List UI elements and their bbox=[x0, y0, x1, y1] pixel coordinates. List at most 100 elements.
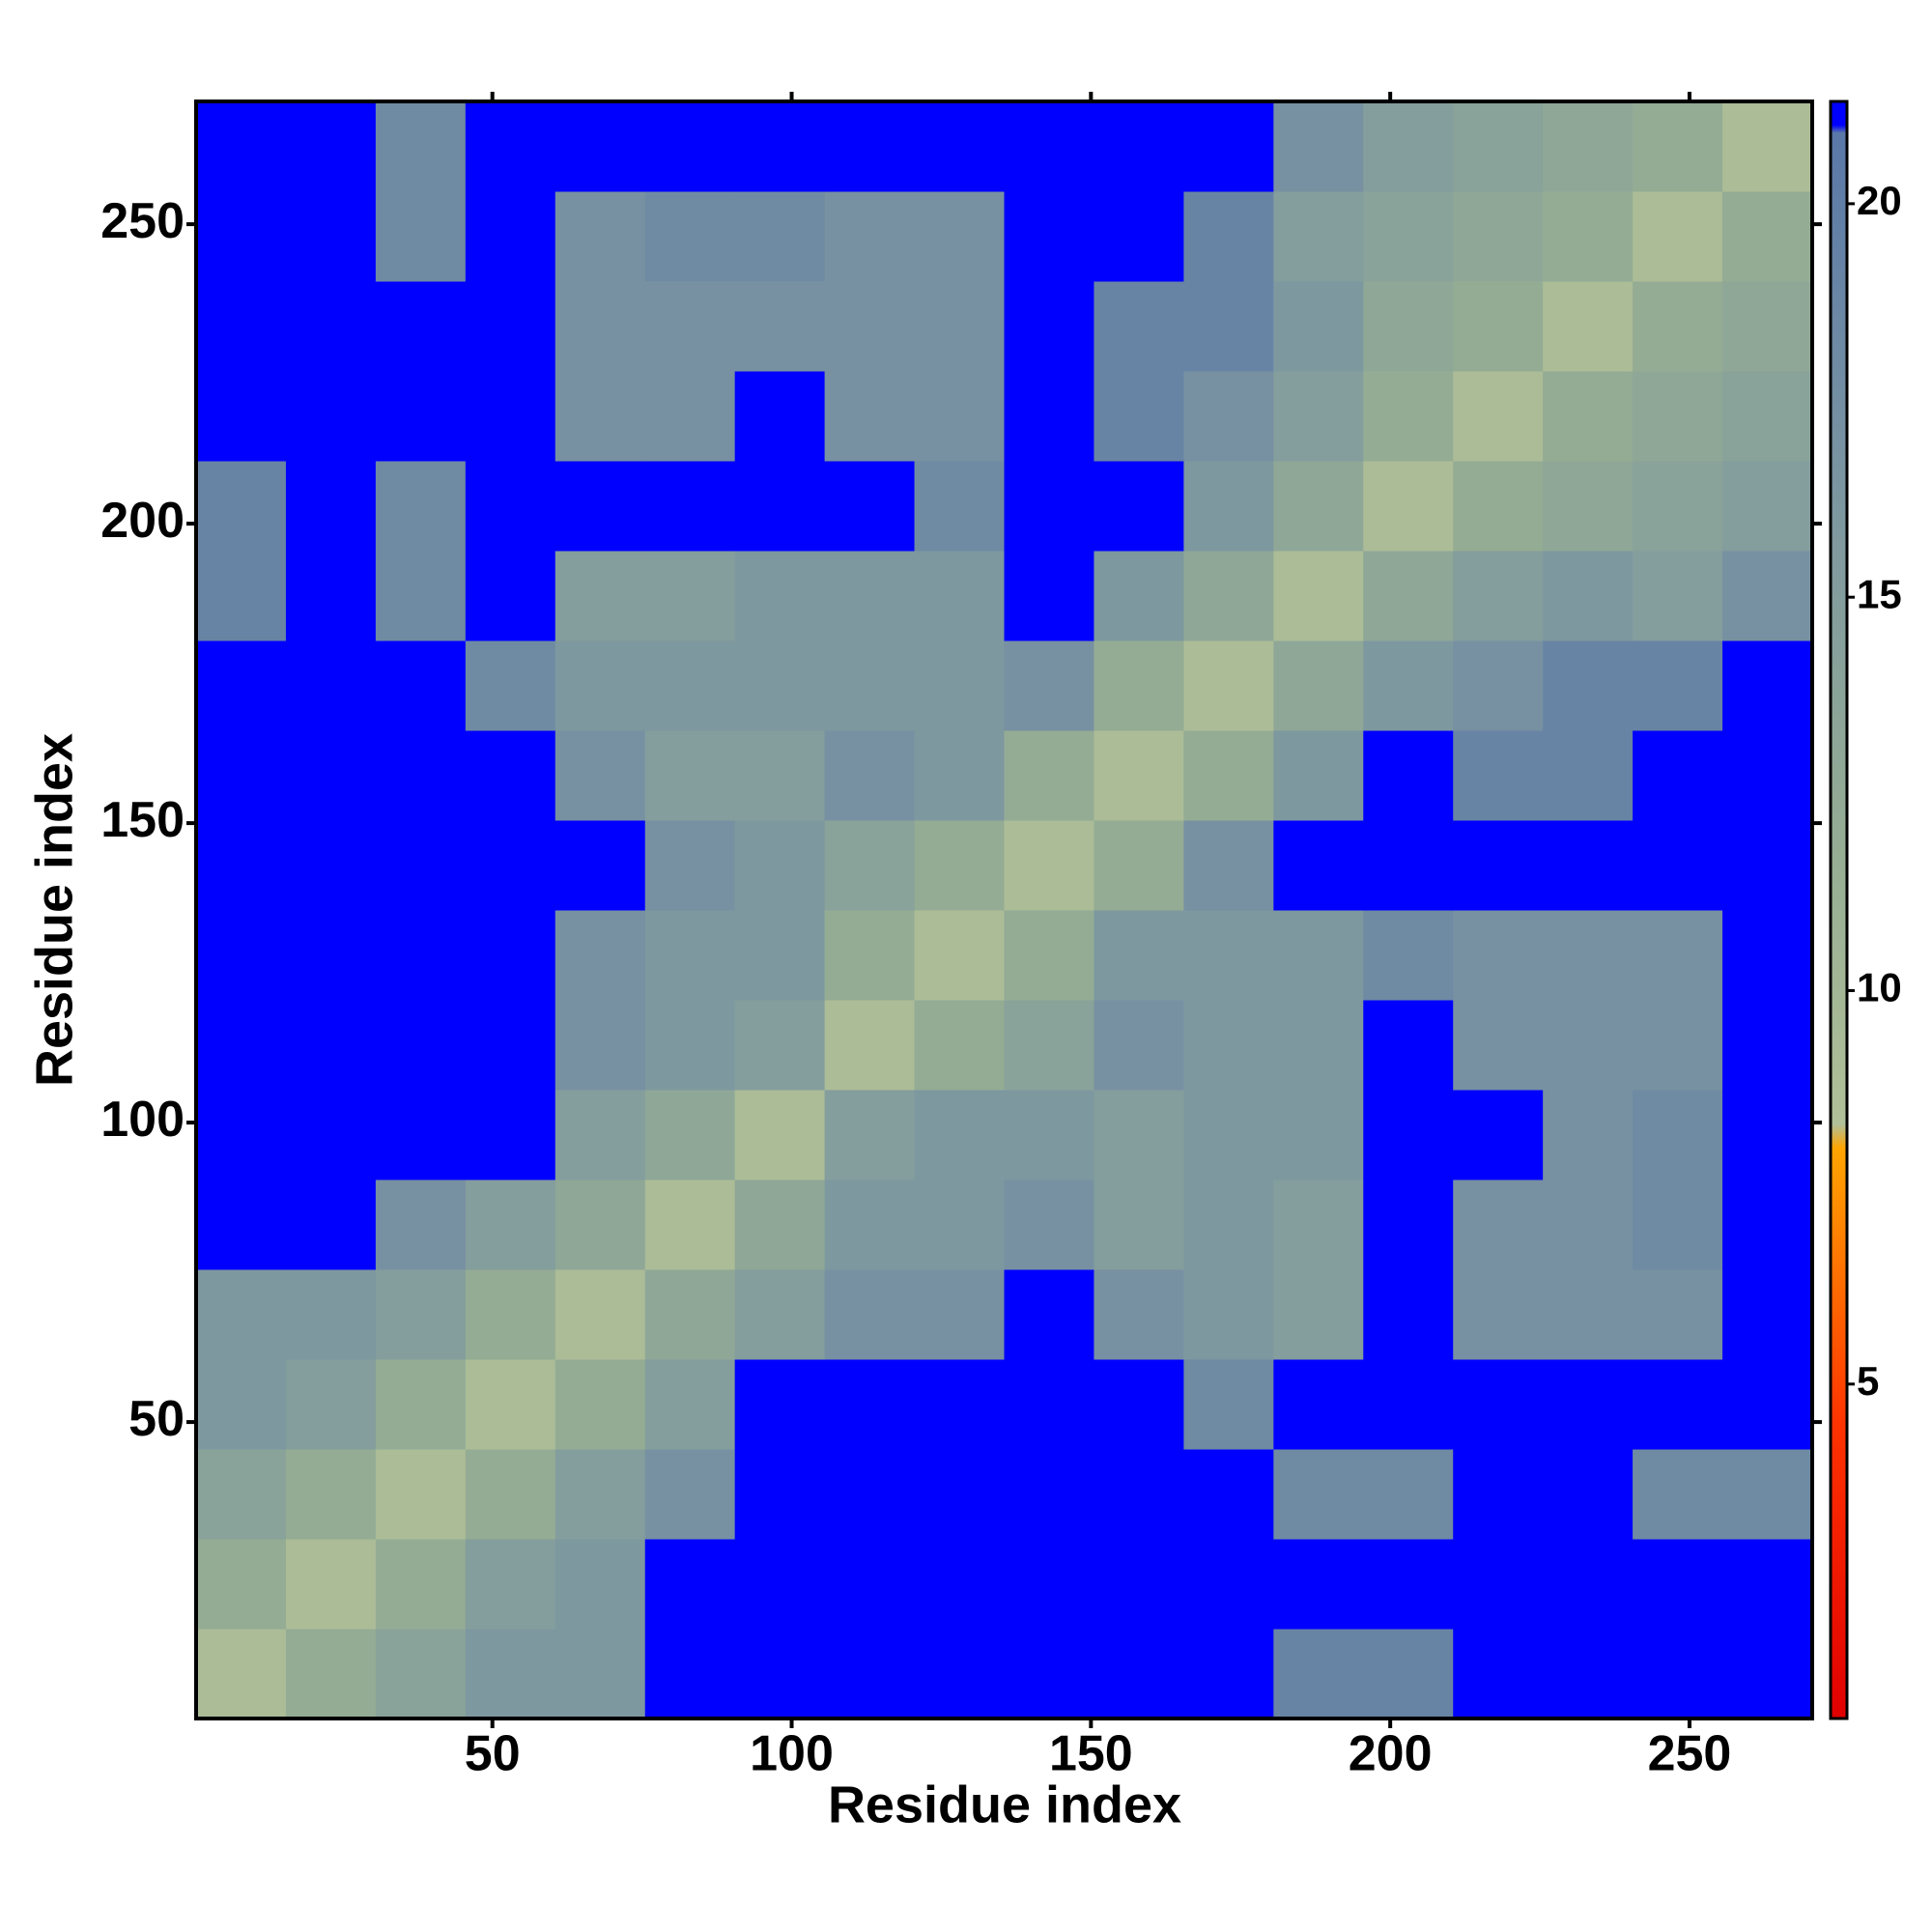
heatmap-cell bbox=[1453, 551, 1544, 641]
heatmap-cell bbox=[1543, 1449, 1634, 1540]
heatmap-cell bbox=[1273, 910, 1364, 1001]
heatmap-cell bbox=[1722, 1000, 1813, 1091]
heatmap-cell bbox=[1363, 1629, 1454, 1719]
heatmap-cell bbox=[196, 1090, 287, 1180]
heatmap-cell bbox=[1543, 1090, 1634, 1180]
heatmap-cell bbox=[1363, 1179, 1454, 1270]
heatmap-cell bbox=[1453, 1179, 1544, 1270]
heatmap-cell bbox=[914, 1629, 1005, 1719]
heatmap-cell bbox=[1543, 461, 1634, 552]
heatmap-cell bbox=[1363, 371, 1454, 462]
heatmap-cell bbox=[196, 730, 287, 821]
heatmap-cell bbox=[1363, 1539, 1454, 1630]
heatmap-cell bbox=[1183, 101, 1274, 192]
heatmap-cell bbox=[1722, 1179, 1813, 1270]
heatmap-cell bbox=[1273, 640, 1364, 731]
heatmap-cell bbox=[465, 730, 556, 821]
heatmap-cell bbox=[824, 191, 916, 282]
heatmap-cell bbox=[1004, 101, 1094, 192]
heatmap-cell bbox=[1273, 101, 1364, 192]
heatmap-cell bbox=[824, 1179, 916, 1270]
heatmap-cell bbox=[1183, 551, 1274, 641]
x-axis-title: Residue index bbox=[828, 1776, 1181, 1833]
heatmap-cell bbox=[285, 1629, 377, 1719]
heatmap-cell bbox=[644, 1269, 736, 1360]
heatmap-cell bbox=[375, 281, 467, 372]
heatmap-cell bbox=[1004, 461, 1094, 552]
heatmap-cell bbox=[1453, 1269, 1544, 1360]
heatmap-cell bbox=[644, 1090, 736, 1180]
heatmap-cell bbox=[196, 1539, 287, 1630]
heatmap-cell bbox=[1453, 1629, 1544, 1719]
heatmap-cell bbox=[196, 101, 287, 192]
heatmap-cell bbox=[554, 1000, 646, 1091]
heatmap-cell bbox=[1094, 101, 1184, 192]
heatmap-cell bbox=[1722, 101, 1813, 192]
heatmap-cell bbox=[196, 1000, 287, 1091]
heatmap-cell bbox=[554, 1269, 646, 1360]
heatmap-cell bbox=[285, 371, 377, 462]
heatmap-cell bbox=[734, 1539, 826, 1630]
heatmap-cell bbox=[824, 910, 916, 1001]
heatmap-cell bbox=[1183, 1090, 1274, 1180]
heatmap-cell bbox=[914, 551, 1005, 641]
heatmap-cell bbox=[465, 371, 556, 462]
heatmap-cell bbox=[1633, 1539, 1723, 1630]
heatmap-cell bbox=[196, 371, 287, 462]
heatmap-cell bbox=[554, 1539, 646, 1630]
heatmap-cell bbox=[1094, 820, 1184, 911]
heatmap-cell bbox=[465, 281, 556, 372]
heatmap-cell bbox=[196, 281, 287, 372]
heatmap-cell bbox=[196, 1179, 287, 1270]
heatmap-cell bbox=[824, 281, 916, 372]
heatmap-cell bbox=[1633, 281, 1723, 372]
heatmap-cell bbox=[914, 1539, 1005, 1630]
heatmap-cell bbox=[1543, 371, 1634, 462]
heatmap-cell bbox=[1543, 640, 1634, 731]
heatmap-cell bbox=[1004, 1629, 1094, 1719]
heatmap-cell bbox=[375, 1179, 467, 1270]
heatmap-cell bbox=[1633, 101, 1723, 192]
heatmap-cell bbox=[1722, 461, 1813, 552]
heatmap-cell bbox=[1633, 461, 1723, 552]
heatmap-cell bbox=[1273, 1539, 1364, 1630]
heatmap-cell bbox=[1183, 730, 1274, 821]
heatmap-cell bbox=[1183, 820, 1274, 911]
heatmap-cell bbox=[1363, 101, 1454, 192]
heatmap-cell bbox=[1183, 1179, 1274, 1270]
heatmap-cell bbox=[1094, 371, 1184, 462]
heatmap-cell bbox=[465, 1179, 556, 1270]
heatmap-cell bbox=[1183, 191, 1274, 282]
heatmap-cell bbox=[554, 1629, 646, 1719]
heatmap-cell bbox=[1004, 1539, 1094, 1630]
heatmap-cell bbox=[1722, 820, 1813, 911]
x-tick-label: 200 bbox=[1349, 1726, 1433, 1782]
heatmap-cell bbox=[824, 1539, 916, 1630]
heatmap-cell bbox=[285, 1000, 377, 1091]
heatmap-cell bbox=[375, 191, 467, 282]
heatmap-cell bbox=[1543, 1359, 1634, 1450]
heatmap-cell bbox=[1363, 551, 1454, 641]
heatmap-cell bbox=[914, 820, 1005, 911]
heatmap-cell bbox=[375, 101, 467, 192]
heatmap-cell bbox=[1273, 1269, 1364, 1360]
heatmap-cell bbox=[1453, 1359, 1544, 1450]
heatmap-cell bbox=[465, 1629, 556, 1719]
heatmap-cell bbox=[1363, 910, 1454, 1001]
heatmap-cell bbox=[285, 1539, 377, 1630]
heatmap-cell bbox=[1273, 1000, 1364, 1091]
y-axis-title: Residue index bbox=[25, 733, 83, 1087]
heatmap-cell bbox=[1183, 910, 1274, 1001]
axes: 50 100 150 200 250 50 100 150 200 250 5 10 15 20 bbox=[100, 92, 1902, 1782]
heatmap-cell bbox=[914, 1090, 1005, 1180]
heatmap-cell bbox=[824, 1269, 916, 1360]
heatmap-cell bbox=[1363, 1269, 1454, 1360]
heatmap-cell bbox=[734, 1629, 826, 1719]
heatmap-cell bbox=[914, 371, 1005, 462]
heatmap-cell bbox=[1543, 730, 1634, 821]
heatmap bbox=[196, 101, 1813, 1719]
heatmap-cell bbox=[375, 371, 467, 462]
colorbar-tick-label: 20 bbox=[1857, 178, 1902, 223]
x-tick-label: 100 bbox=[750, 1726, 834, 1782]
heatmap-cell bbox=[554, 551, 646, 641]
